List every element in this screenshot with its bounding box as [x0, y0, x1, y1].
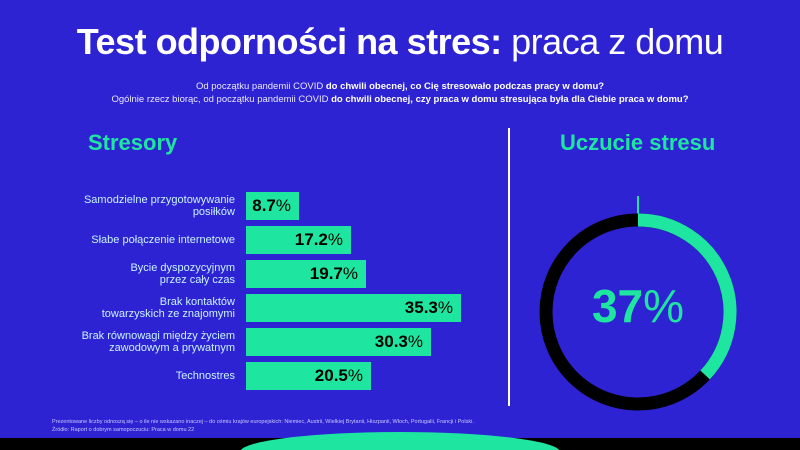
- divider: [508, 128, 510, 406]
- footnotes: Prezentowane liczby odnoszą się – o ile …: [52, 418, 474, 434]
- donut-value: 37%: [538, 196, 738, 416]
- page-title: Test odporności na stres: praca z domu: [0, 20, 800, 64]
- subtitle-line-2: Ogólnie rzecz biorąc, od początku pandem…: [0, 93, 800, 106]
- subtitle-line-1-normal: Od początku pandemii COVID: [195, 81, 326, 92]
- bar-row: Brak równowagi między życiem zawodowym a …: [0, 328, 800, 358]
- bar-category-label: Słabe połączenie internetowe: [15, 234, 235, 246]
- bar-row: Samodzielne przygotowywanie posiłków 8.7%: [0, 192, 800, 222]
- subtitle-line-2-normal: Ogólnie rzecz biorąc, od początku pandem…: [111, 94, 332, 105]
- bar-value-unit: %: [327, 230, 343, 249]
- stress-donut-chart: [539, 196, 737, 411]
- bar-value-label: 19.7%: [246, 260, 366, 288]
- donut-value-unit: %: [643, 280, 685, 332]
- bar-value-unit: %: [275, 196, 291, 215]
- bar-value-unit: %: [342, 264, 358, 283]
- bar: [246, 362, 371, 390]
- bar-value-unit: %: [437, 298, 453, 317]
- bar-value-number: 19.7: [309, 264, 343, 283]
- bottom-decoration-arc: [240, 432, 560, 450]
- bar-row: Technostres 20.5%: [0, 362, 800, 392]
- bar-category-label-line: zawodowym a prywatnym: [109, 342, 235, 354]
- bar-category-label-line: Brak kontaktów: [159, 296, 235, 308]
- bar-category-label-line: towarzyskich ze znajomymi: [101, 308, 235, 320]
- bar-value-label: 17.2%: [246, 226, 351, 254]
- bar-value-number: 30.3: [374, 332, 408, 351]
- title-bold: Test odporności na stres:: [76, 21, 502, 62]
- donut-slice: [637, 213, 737, 380]
- donut-value-number: 37: [591, 280, 644, 332]
- bar-value-number: 35.3: [404, 298, 438, 317]
- bar-value-number: 8.7: [252, 196, 276, 215]
- footnote-source: Źródło: Raport o dobrym samopoczuciu: Pr…: [52, 427, 195, 433]
- title-light: praca z domu: [511, 21, 724, 62]
- subtitle-line-2-bold: do chwili obecnej, czy praca w domu stre…: [331, 94, 689, 105]
- bar-value-label: 8.7%: [246, 192, 299, 220]
- bar-value-number: 17.2: [294, 230, 328, 249]
- bar-category-label-line: Bycie dyspozycyjnym: [130, 262, 235, 274]
- bar: [246, 260, 366, 288]
- bar-value-unit: %: [347, 366, 363, 385]
- bar-category-label: Technostres: [15, 370, 235, 382]
- bar: [246, 294, 461, 322]
- bar-category-label: Bycie dyspozycyjnym przez cały czas: [15, 262, 235, 286]
- bar-category-label-line: Technostres: [175, 370, 235, 382]
- bar-value-label: 20.5%: [246, 362, 371, 390]
- bar-category-label: Brak kontaktów towarzyskich ze znajomymi: [15, 296, 235, 320]
- subtitle-line-1-bold: do chwili obecnej, co Cię stresowało pod…: [325, 81, 605, 92]
- bar-category-label-line: Brak równowagi między życiem: [81, 330, 235, 342]
- bar-value-label: 30.3%: [246, 328, 431, 356]
- bar: [246, 226, 351, 254]
- bar: [246, 192, 299, 220]
- bar-category-label-line: Samodzielne przygotowywanie: [83, 194, 235, 206]
- bar-value-unit: %: [407, 332, 423, 351]
- stressors-heading: Stresory: [88, 130, 178, 155]
- bar-category-label: Samodzielne przygotowywanie posiłków: [15, 194, 235, 218]
- stress-feeling-heading: Uczucie stresu: [560, 130, 716, 155]
- bar-row: Brak kontaktów towarzyskich ze znajomymi 3…: [0, 294, 800, 324]
- bar-category-label-line: posiłków: [192, 206, 235, 218]
- footnote-scope: Prezentowane liczby odnoszą się – o ile …: [52, 419, 474, 425]
- bar-category-label-line: Słabe połączenie internetowe: [91, 234, 235, 246]
- bar-value-label: 35.3%: [246, 294, 461, 322]
- bar: [246, 328, 431, 356]
- subtitle-line-1: Od początku pandemii COVID do chwili obe…: [0, 80, 800, 93]
- bar-category-label: Brak równowagi między życiem zawodowym a …: [15, 330, 235, 354]
- subtitle: Od początku pandemii COVID do chwili obe…: [0, 80, 800, 106]
- bar-value-number: 20.5: [314, 366, 348, 385]
- bar-row: Bycie dyspozycyjnym przez cały czas 19.7%: [0, 260, 800, 290]
- bar-row: Słabe połączenie internetowe 17.2%: [0, 226, 800, 256]
- bar-category-label-line: przez cały czas: [159, 274, 235, 286]
